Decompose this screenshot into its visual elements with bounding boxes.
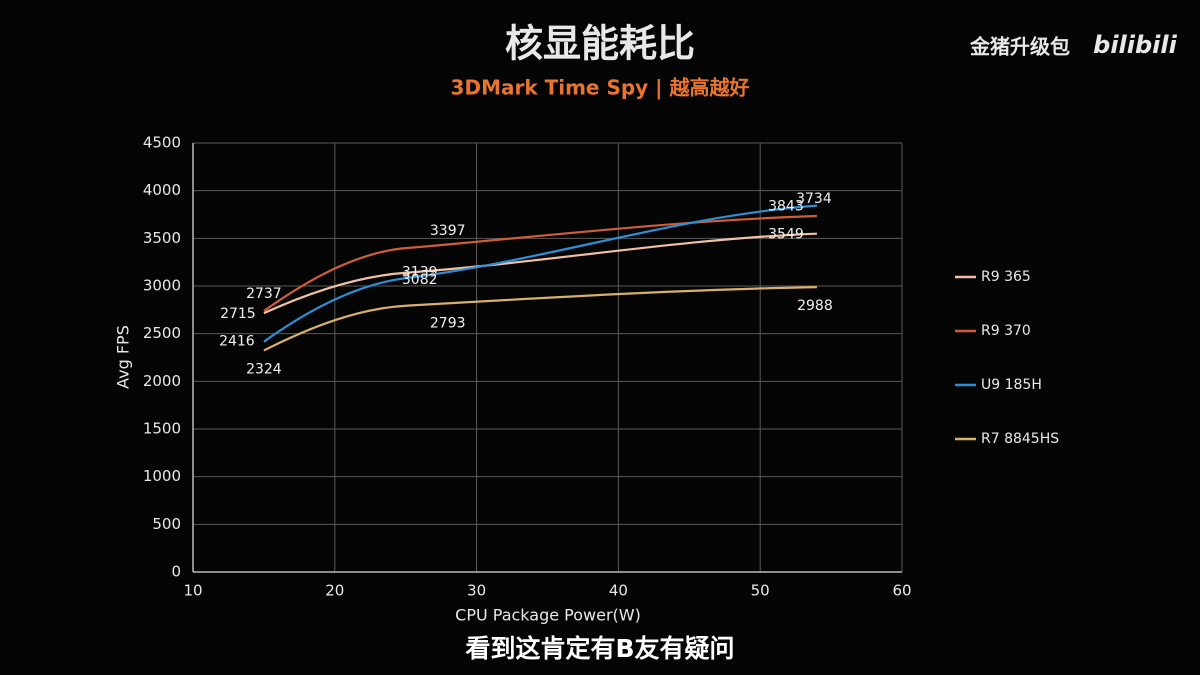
data-label: 3843 <box>768 199 804 215</box>
legend-label: U9 185H <box>981 377 1042 393</box>
x-tick-label: 20 <box>325 582 344 600</box>
data-label: 3734 <box>796 191 832 207</box>
y-tick-label: 3500 <box>143 229 181 247</box>
series-line <box>263 214 817 312</box>
x-tick-label: 60 <box>892 582 911 600</box>
y-tick-label: 4000 <box>143 181 181 199</box>
x-tick-label: 30 <box>467 582 486 600</box>
x-axis-label: CPU Package Power(W) <box>455 606 641 625</box>
data-label: 2793 <box>430 316 466 332</box>
x-tick-label: 40 <box>609 582 628 600</box>
y-axis-label: Avg FPS <box>114 325 133 389</box>
series-line <box>263 204 817 343</box>
series-line <box>263 232 817 315</box>
x-tick-label: 50 <box>751 582 770 600</box>
watermark-channel: 金猪升级包 <box>969 35 1070 59</box>
chart-title: 核显能耗比 <box>505 22 695 66</box>
y-tick-label: 500 <box>152 515 181 533</box>
watermark-site: bilibili <box>1093 31 1177 59</box>
y-tick-label: 4500 <box>143 134 181 152</box>
data-label: 2416 <box>219 334 255 350</box>
data-label: 2988 <box>797 298 833 314</box>
y-tick-label: 1000 <box>143 467 181 485</box>
data-label: 3397 <box>430 223 466 239</box>
y-tick-label: 3000 <box>143 277 181 295</box>
legend-label: R7 8845HS <box>981 431 1059 447</box>
y-tick-label: 0 <box>171 563 181 581</box>
data-label: 2715 <box>220 306 256 322</box>
x-tick-label: 10 <box>183 582 202 600</box>
series-line <box>263 286 817 352</box>
legend-label: R9 370 <box>981 323 1031 339</box>
data-label: 2324 <box>246 361 282 377</box>
chart-subtitle: 3DMark Time Spy | 越高越好 <box>451 76 750 100</box>
data-label: 2737 <box>246 286 282 302</box>
caption: 看到这肯定有B友有疑问 <box>465 634 734 663</box>
y-tick-label: 1500 <box>143 420 181 438</box>
y-tick-label: 2500 <box>143 324 181 342</box>
data-label: 3549 <box>768 227 804 243</box>
data-label: 3082 <box>402 272 438 288</box>
legend-label: R9 365 <box>981 269 1031 285</box>
y-tick-label: 2000 <box>143 372 181 390</box>
